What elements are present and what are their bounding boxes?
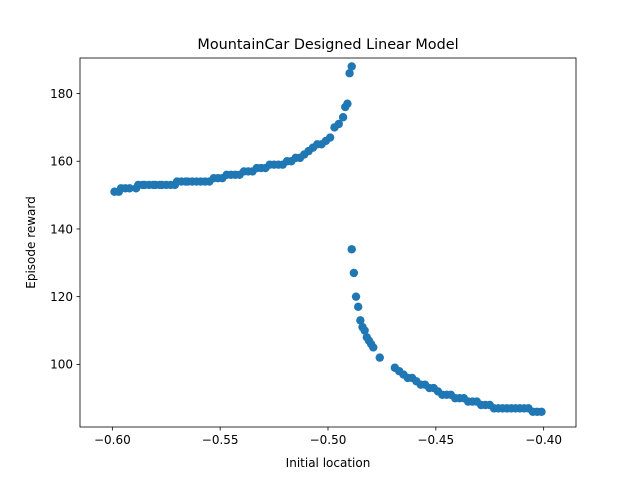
x-axis-label: Initial location: [286, 456, 371, 470]
data-point: [369, 343, 378, 352]
x-tick-label: −0.40: [525, 433, 562, 447]
y-tick-label: 100: [50, 358, 73, 372]
data-point: [347, 245, 356, 254]
data-point: [125, 184, 134, 193]
data-point: [343, 99, 352, 108]
data-point: [356, 316, 365, 325]
x-tick-label: −0.60: [94, 433, 131, 447]
data-point: [360, 326, 369, 335]
chart-title: MountainCar Designed Linear Model: [197, 37, 458, 53]
data-points: [110, 62, 546, 416]
data-point: [349, 268, 359, 278]
data-point: [345, 69, 354, 78]
y-tick-label: 140: [50, 222, 73, 236]
data-point: [351, 292, 361, 301]
data-point: [347, 62, 356, 71]
data-point: [353, 302, 363, 312]
x-tick-label: −0.55: [202, 433, 239, 447]
data-point: [325, 133, 335, 142]
data-point: [537, 407, 546, 416]
y-axis-ticks: 100 120 140 160 180: [50, 87, 80, 372]
data-point: [338, 113, 348, 122]
y-tick-label: 120: [50, 290, 73, 304]
y-tick-label: 180: [50, 87, 73, 101]
x-tick-label: −0.45: [417, 433, 454, 447]
y-tick-label: 160: [50, 155, 73, 169]
x-axis-ticks: −0.60 −0.55 −0.50 −0.45 −0.40: [94, 427, 562, 447]
data-point: [334, 119, 343, 129]
data-point: [375, 353, 384, 362]
y-axis-label: Episode reward: [24, 196, 38, 289]
x-tick-label: −0.50: [310, 433, 347, 447]
